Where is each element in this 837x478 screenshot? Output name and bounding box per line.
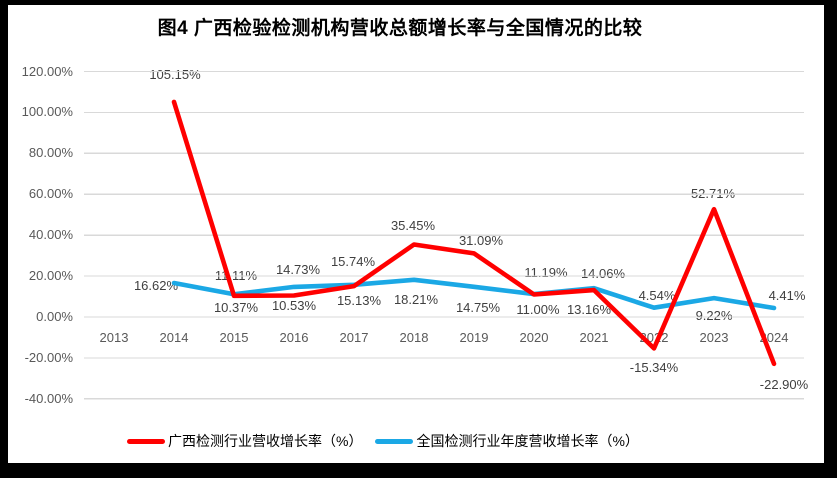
x-axis-tick-label: 2018 [399,330,429,345]
x-axis-tick-label: 2017 [339,330,369,345]
data-label-guangxi-2018: 35.45% [390,218,436,234]
x-axis-tick-label: 2016 [279,330,309,345]
gridlines-canvas [84,70,804,400]
x-axis-tick-label: 2013 [99,330,129,345]
blue-line-swatch [375,438,414,444]
x-axis-tick-label: 2020 [519,330,549,345]
y-axis-tick-label: 120.00% [21,63,73,79]
guangxi-series-line [171,99,777,367]
y-axis-tick-label: 100.00% [21,104,73,120]
data-label-national-2024: 4.41% [768,287,806,303]
data-label-national-2016: 14.73% [275,261,321,277]
legend-item-national: 全国检测行业年度营收增长率（%） [375,431,639,451]
data-label-national-2023: 9.22% [695,308,733,324]
x-axis-tick-label: 2023 [699,330,729,345]
data-label-national-2018: 18.21% [393,291,439,307]
x-axis-tick-label: 2019 [459,330,489,345]
legend-label-guangxi: 广西检测行业营收增长率（%） [168,433,363,449]
red-line-swatch [127,438,165,444]
data-label-guangxi-2020: 11.00% [516,301,560,317]
legend-label-national: 全国检测行业年度营收增长率（%） [416,433,639,449]
chart-frame: 图4 广西检验检测机构营收总额增长率与全国情况的比较 120.00% 100.00… [8,5,824,463]
data-label-guangxi-2019: 31.09% [458,233,504,249]
data-label-national-2019: 14.75% [455,299,501,315]
y-axis-tick-label: -40.00% [24,390,73,406]
data-label-guangxi-2024: -22.90% [759,376,809,392]
data-label-national-2022: 4.54% [638,287,676,303]
data-label-guangxi-2022: -15.34% [629,360,679,376]
x-axis-tick-label: 2015 [219,330,249,345]
data-label-guangxi-2014: 105.15% [149,66,201,82]
data-label-guangxi-2017: 15.13% [336,293,382,309]
x-axis-tick-label: 2021 [579,330,609,345]
y-axis-tick-label: -20.00% [24,349,73,365]
y-axis-tick-label: 40.00% [28,227,73,243]
data-label-national-2017: 15.74% [330,253,376,269]
data-label-guangxi-2016: 10.53% [271,298,317,314]
series-lines-canvas [171,99,777,367]
data-label-guangxi-2021: 13.16% [566,302,612,318]
y-axis-tick-label: 20.00% [28,268,73,284]
data-label-national-2021: 14.06% [580,266,626,282]
y-axis-tick-label: 80.00% [28,145,73,161]
chart-title: 图4 广西检验检测机构营收总额增长率与全国情况的比较 [157,18,643,39]
y-axis-tick-label: 0.00% [36,309,73,324]
y-axis-tick-label: 60.00% [28,186,73,202]
data-label-guangxi-2015: 10.37% [213,299,259,315]
x-axis-tick-label: 2014 [159,330,189,345]
data-label-national-2014: 16.62% [133,278,179,293]
legend-item-guangxi: 广西检测行业营收增长率（%） [127,431,362,451]
legend: 广西检测行业营收增长率（%） 全国检测行业年度营收增长率（%） [127,431,639,451]
